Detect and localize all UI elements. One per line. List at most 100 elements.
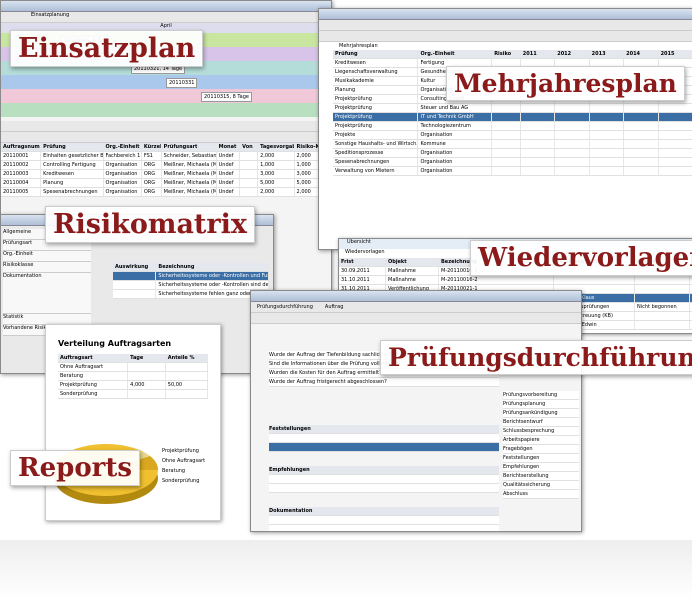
cell	[635, 321, 690, 329]
legend-label: Sonderprüfung	[162, 478, 199, 484]
column-header: Bezeichnung	[156, 263, 269, 271]
cell	[492, 149, 521, 157]
cell: Ohne Auftragsart	[58, 363, 129, 371]
row: Sicherheitssysteme fehlen ganz oder sind…	[113, 290, 269, 299]
cell	[555, 113, 590, 121]
tree-item: Berichtsentwurf	[503, 418, 579, 427]
cell: Meißner, Michaela (MM)	[163, 188, 217, 196]
cell: Projektprüfung	[333, 104, 419, 112]
cell	[240, 170, 259, 178]
cell: Undef	[217, 161, 241, 169]
row: Sicherheitssysteme oder -Kontrollen sind…	[113, 281, 269, 290]
cell	[555, 131, 590, 139]
cell	[555, 140, 590, 148]
label: Mehrjahresplan	[446, 66, 685, 101]
cell	[128, 363, 166, 371]
tab[interactable]: Prüfungsdurchführung	[257, 304, 313, 310]
cell	[624, 113, 659, 121]
label: Risikomatrix	[45, 206, 255, 243]
tree-item: Empfehlungen	[503, 463, 579, 472]
cell	[590, 104, 625, 112]
cell	[624, 167, 659, 175]
cell	[492, 131, 521, 139]
heading: Wiedervorlagen	[345, 249, 385, 255]
cell	[624, 158, 659, 166]
cell: Sonstige Haushalts- und Wirtsch...	[335, 140, 419, 148]
cell: 20110004	[1, 179, 42, 187]
band: 20110331	[1, 75, 331, 89]
cell	[659, 140, 692, 148]
cell: Projektprüfung	[333, 95, 419, 103]
header-row: Auswirkung Bezeichnung	[113, 263, 269, 272]
cell: Sicherheitssysteme oder -Kontrollen sind…	[158, 281, 269, 289]
cell: 20110005	[1, 188, 42, 196]
schedule-bar: 20110315, 8 Tage	[201, 92, 252, 102]
cell	[521, 131, 556, 139]
label: Reports	[10, 450, 141, 486]
cell	[624, 131, 659, 139]
cell: 20110002	[1, 161, 42, 169]
cell: ORG	[142, 170, 162, 178]
row: Sonderprüfung	[58, 390, 208, 399]
cell: IT und Technik GmbH	[418, 113, 493, 121]
cell: Technologiezentrum	[418, 122, 493, 130]
cell: 30.09.2011	[339, 267, 386, 275]
tree: Prüfungsvorbereitung Prüfungsplanung Prüfu…	[503, 391, 579, 499]
cell	[492, 158, 521, 166]
row: Projektprüfung 4,000 50,00	[58, 381, 208, 390]
cell: Sonderprüfung	[58, 390, 129, 398]
tab[interactable]: Auftrag	[324, 304, 344, 310]
cell	[166, 390, 208, 398]
cell	[492, 140, 521, 148]
cell: Einhalten gesetzlicher Bestimm...	[43, 152, 104, 160]
cell: 31.10.2011	[339, 285, 386, 293]
cell: Spesenabrechnungen	[333, 158, 419, 166]
section-header: Feststellungen	[269, 425, 499, 434]
cell: Maßnahme	[386, 267, 439, 275]
label: Prüfungsdurchführung	[380, 340, 692, 375]
cell	[113, 281, 157, 289]
column-header: Tage	[128, 354, 166, 362]
column-header: 2015	[659, 50, 692, 58]
row	[269, 516, 499, 525]
cell: Undef	[217, 152, 241, 160]
cell: Fertigung	[418, 59, 493, 67]
tab[interactable]: Übersicht	[347, 239, 371, 245]
cell	[521, 113, 556, 121]
cell: 20110003	[1, 170, 42, 178]
cell	[590, 149, 625, 157]
band	[1, 103, 331, 117]
legend-label: Ohne Auftragsart	[162, 458, 205, 464]
cell	[624, 104, 659, 112]
cell	[590, 131, 625, 139]
column-header: 2014	[624, 50, 659, 58]
cell	[166, 372, 208, 380]
cell: Planung	[333, 86, 419, 94]
cell: Steuer und Bau AG	[418, 104, 493, 112]
cell: Organisation	[104, 161, 142, 169]
tab[interactable]: Mehrjahresplan	[339, 43, 378, 49]
cell: Projektprüfung	[333, 113, 419, 121]
cell	[128, 372, 166, 380]
column-header: Auswirkung	[113, 263, 157, 271]
tabs: Prüfungsdurchführung Auftrag	[251, 302, 581, 313]
cell: Speditionsprozesse	[333, 149, 419, 157]
table: Auswirkung Bezeichnung Sicherheitssysteme …	[113, 263, 269, 299]
column-header: Auftragsart	[58, 354, 129, 362]
cell: 2,000	[258, 152, 295, 160]
column-header: Kürzel	[143, 143, 162, 151]
cell: Organisation	[418, 167, 493, 175]
cell	[240, 161, 259, 169]
sidebar-item: Risikoklasse	[3, 262, 91, 273]
cell	[555, 167, 590, 175]
cell	[624, 140, 659, 148]
cell	[554, 285, 635, 293]
tab[interactable]: Einsatzplanung	[31, 12, 70, 18]
tree-item: Abschluss	[503, 490, 579, 499]
cell: Meißner, Michaela (MM)	[163, 170, 217, 178]
cell: Organisation	[418, 158, 493, 166]
legend-label: Projektprüfung	[162, 448, 199, 454]
cell	[240, 179, 259, 187]
cell: Kundenbetreuung (KB)	[554, 312, 635, 320]
cell: ORG	[142, 179, 162, 187]
